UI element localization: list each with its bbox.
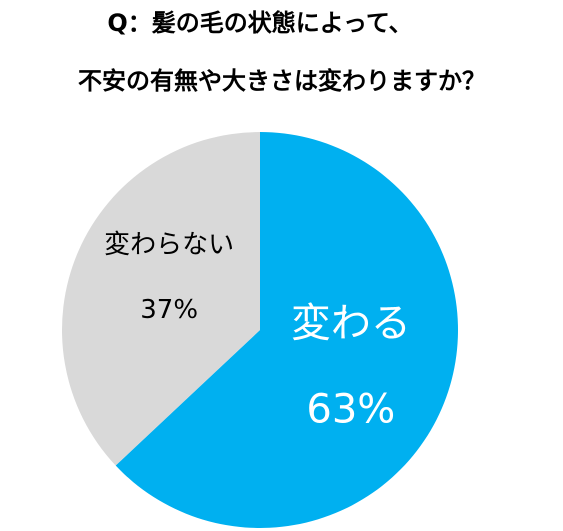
value-label: 37% [140, 295, 198, 325]
pie-slice [115, 132, 459, 528]
pie-slice [62, 132, 260, 466]
chart-title: 不安の有無や大きさは変わりますか？ [78, 67, 486, 95]
slice-label: 変わらない [104, 230, 234, 260]
slice-label: 変わる [291, 300, 411, 346]
value-label: 63% [306, 386, 395, 432]
chart-title: Q：髪の毛の状態によって、 [107, 9, 412, 37]
